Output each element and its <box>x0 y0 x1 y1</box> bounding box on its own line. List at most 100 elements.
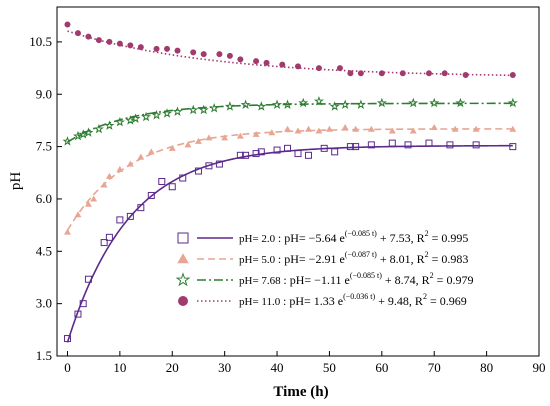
data-point <box>64 21 71 28</box>
data-point <box>252 150 260 158</box>
data-point <box>105 172 113 179</box>
data-point <box>184 141 192 148</box>
data-point <box>509 125 517 132</box>
data-point <box>188 104 199 115</box>
x-tick-label: 0 <box>64 360 71 375</box>
data-point <box>294 127 302 134</box>
data-point <box>137 204 145 212</box>
data-point <box>147 191 155 199</box>
data-point <box>64 228 71 235</box>
data-point <box>446 141 454 149</box>
data-point <box>451 125 459 132</box>
y-tick-label: 1.5 <box>36 348 52 363</box>
data-point <box>378 70 385 77</box>
legend-label: pH= 7.68 : pH= −1.11 e(−0.085 t) + 8.74,… <box>239 271 473 287</box>
data-point <box>315 127 323 134</box>
data-point <box>164 45 171 52</box>
legend-marker <box>177 253 189 264</box>
data-point <box>376 97 387 108</box>
legend-label: pH= 2.0 : pH= −5.64 e(−0.085 t) + 7.53, … <box>239 229 468 245</box>
legend-label: pH= 5.0 : pH= −2.91 e(−0.087 t) + 8.01, … <box>239 250 468 266</box>
data-point <box>90 195 98 202</box>
data-point <box>340 99 351 109</box>
data-point <box>294 150 302 158</box>
data-point <box>195 137 202 144</box>
data-point <box>105 233 113 241</box>
legend: pH= 2.0 : pH= −5.64 e(−0.085 t) + 7.53, … <box>175 229 473 308</box>
data-point <box>168 183 176 191</box>
data-point <box>472 141 480 149</box>
data-point <box>272 99 283 109</box>
data-point <box>79 300 87 308</box>
data-point <box>347 70 354 77</box>
data-point <box>126 212 134 220</box>
x-tick-label: 80 <box>480 360 493 375</box>
y-axis-title: pH <box>8 172 24 191</box>
data-point <box>346 143 354 151</box>
data-point <box>125 115 136 125</box>
data-point <box>116 165 124 172</box>
data-point <box>172 106 183 116</box>
data-point <box>226 52 233 59</box>
fit-curve <box>67 30 513 77</box>
data-point <box>284 144 292 152</box>
data-point <box>224 101 235 111</box>
data-point <box>72 130 83 141</box>
data-point <box>141 111 152 122</box>
legend-marker <box>177 232 189 244</box>
data-point <box>216 51 223 58</box>
data-point <box>284 125 291 132</box>
data-point <box>83 127 94 137</box>
y-tick-label: 10.5 <box>29 34 52 49</box>
x-axis-title: Time (h) <box>273 384 328 400</box>
data-point <box>336 65 343 72</box>
data-point <box>507 97 518 108</box>
data-point <box>93 123 104 134</box>
data-point <box>257 148 265 156</box>
data-point <box>74 30 81 37</box>
data-point <box>320 144 328 152</box>
data-point <box>205 134 213 141</box>
data-point <box>388 127 396 134</box>
data-point <box>404 141 412 149</box>
data-point <box>85 33 92 40</box>
data-point <box>74 310 82 318</box>
data-point <box>84 200 92 207</box>
data-point <box>95 37 102 44</box>
data-point <box>325 125 333 132</box>
plot-frame <box>56 6 540 357</box>
data-point <box>367 141 375 149</box>
data-point <box>158 178 166 185</box>
x-tick-label: 70 <box>428 360 441 375</box>
data-point <box>425 70 432 77</box>
data-point <box>63 335 71 343</box>
data-point <box>130 113 141 123</box>
data-point <box>194 167 202 175</box>
data-point <box>462 72 469 79</box>
data-point <box>429 97 440 108</box>
data-point <box>472 125 480 132</box>
data-point <box>200 51 207 58</box>
x-tick-label: 60 <box>375 360 388 375</box>
data-point <box>357 70 364 77</box>
data-point <box>198 104 209 115</box>
data-point <box>100 181 108 188</box>
data-point <box>304 151 312 159</box>
data-point <box>509 143 517 151</box>
data-point <box>190 49 197 56</box>
data-point <box>425 139 433 147</box>
data-point <box>240 99 251 109</box>
data-point <box>84 275 92 283</box>
data-point <box>352 125 360 132</box>
data-point <box>151 109 162 120</box>
data-point <box>253 58 260 65</box>
data-point <box>409 127 417 134</box>
legend-marker <box>178 296 188 306</box>
data-point <box>100 239 108 247</box>
data-point <box>408 97 419 108</box>
x-tick-label: 20 <box>166 360 179 375</box>
data-point <box>352 143 360 151</box>
data-point <box>242 151 250 159</box>
data-point <box>104 120 115 130</box>
